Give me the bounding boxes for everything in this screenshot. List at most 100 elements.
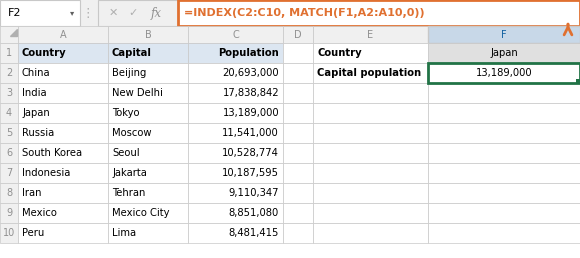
- Bar: [108, 103, 188, 123]
- Bar: [0, 183, 18, 203]
- Bar: [283, 63, 313, 83]
- Bar: [18, 43, 108, 63]
- Bar: [108, 26, 188, 43]
- Bar: [313, 203, 428, 223]
- Bar: [283, 43, 313, 63]
- Bar: [108, 183, 188, 203]
- Bar: [313, 103, 428, 123]
- Text: Japan: Japan: [22, 108, 50, 118]
- Bar: [188, 163, 283, 183]
- Bar: [188, 26, 283, 43]
- Text: 8,481,415: 8,481,415: [229, 228, 279, 238]
- Text: Capital population: Capital population: [317, 68, 421, 78]
- Bar: [283, 26, 313, 43]
- Bar: [428, 103, 580, 123]
- Bar: [313, 43, 428, 63]
- Text: E: E: [368, 29, 374, 39]
- Bar: [188, 183, 283, 203]
- Bar: [428, 63, 580, 83]
- Text: Country: Country: [317, 48, 361, 58]
- Bar: [188, 43, 283, 63]
- Bar: [283, 203, 313, 223]
- Text: Iran: Iran: [22, 188, 42, 198]
- Bar: [108, 203, 188, 223]
- Text: 5: 5: [6, 128, 12, 138]
- Bar: [283, 103, 313, 123]
- Bar: [0, 63, 18, 83]
- Text: Beijing: Beijing: [112, 68, 146, 78]
- Text: India: India: [22, 88, 46, 98]
- Bar: [428, 223, 580, 243]
- Text: ⋮: ⋮: [82, 6, 94, 20]
- Bar: [0, 43, 18, 63]
- Text: ✕: ✕: [108, 8, 118, 18]
- Bar: [18, 183, 108, 203]
- Bar: [428, 83, 580, 103]
- Bar: [0, 26, 18, 43]
- Bar: [283, 83, 313, 103]
- Bar: [0, 0, 580, 26]
- Bar: [0, 83, 18, 103]
- Text: 13,189,000: 13,189,000: [476, 68, 532, 78]
- Text: Mexico: Mexico: [22, 208, 57, 218]
- Bar: [188, 203, 283, 223]
- Text: ✓: ✓: [128, 8, 137, 18]
- Text: Tehran: Tehran: [112, 188, 146, 198]
- Text: Lima: Lima: [112, 228, 136, 238]
- Text: 11,541,000: 11,541,000: [222, 128, 279, 138]
- Bar: [108, 83, 188, 103]
- Bar: [428, 163, 580, 183]
- Text: Country: Country: [22, 48, 67, 58]
- Text: South Korea: South Korea: [22, 148, 82, 158]
- Text: Moscow: Moscow: [112, 128, 151, 138]
- Text: C: C: [232, 29, 239, 39]
- Bar: [283, 163, 313, 183]
- Bar: [18, 163, 108, 183]
- Text: Jakarta: Jakarta: [112, 168, 147, 178]
- Bar: [18, 223, 108, 243]
- Text: 3: 3: [6, 88, 12, 98]
- Text: F: F: [501, 29, 507, 39]
- Text: New Delhi: New Delhi: [112, 88, 163, 98]
- Bar: [283, 123, 313, 143]
- Bar: [0, 143, 18, 163]
- Bar: [18, 63, 108, 83]
- Text: 10: 10: [3, 228, 15, 238]
- Bar: [313, 143, 428, 163]
- Text: 2: 2: [6, 68, 12, 78]
- Polygon shape: [10, 29, 17, 36]
- Bar: [188, 143, 283, 163]
- Text: B: B: [144, 29, 151, 39]
- Text: 10,528,774: 10,528,774: [222, 148, 279, 158]
- Bar: [108, 123, 188, 143]
- Text: 8: 8: [6, 188, 12, 198]
- Text: Japan: Japan: [490, 48, 518, 58]
- Bar: [18, 103, 108, 123]
- Bar: [428, 63, 580, 83]
- Bar: [108, 143, 188, 163]
- Bar: [0, 26, 580, 43]
- Bar: [188, 223, 283, 243]
- Bar: [108, 63, 188, 83]
- Bar: [428, 203, 580, 223]
- Bar: [0, 223, 18, 243]
- Text: Russia: Russia: [22, 128, 55, 138]
- Bar: [428, 183, 580, 203]
- Text: 6: 6: [6, 148, 12, 158]
- Bar: [576, 79, 580, 83]
- Bar: [313, 183, 428, 203]
- Text: 10,187,595: 10,187,595: [222, 168, 279, 178]
- Bar: [283, 143, 313, 163]
- Bar: [283, 223, 313, 243]
- Text: 4: 4: [6, 108, 12, 118]
- Text: A: A: [60, 29, 66, 39]
- Bar: [0, 163, 18, 183]
- Bar: [0, 0, 80, 26]
- Text: 13,189,000: 13,189,000: [222, 108, 279, 118]
- Text: Indonesia: Indonesia: [22, 168, 70, 178]
- Bar: [313, 163, 428, 183]
- Bar: [188, 103, 283, 123]
- Text: Seoul: Seoul: [112, 148, 140, 158]
- Bar: [188, 63, 283, 83]
- Bar: [283, 183, 313, 203]
